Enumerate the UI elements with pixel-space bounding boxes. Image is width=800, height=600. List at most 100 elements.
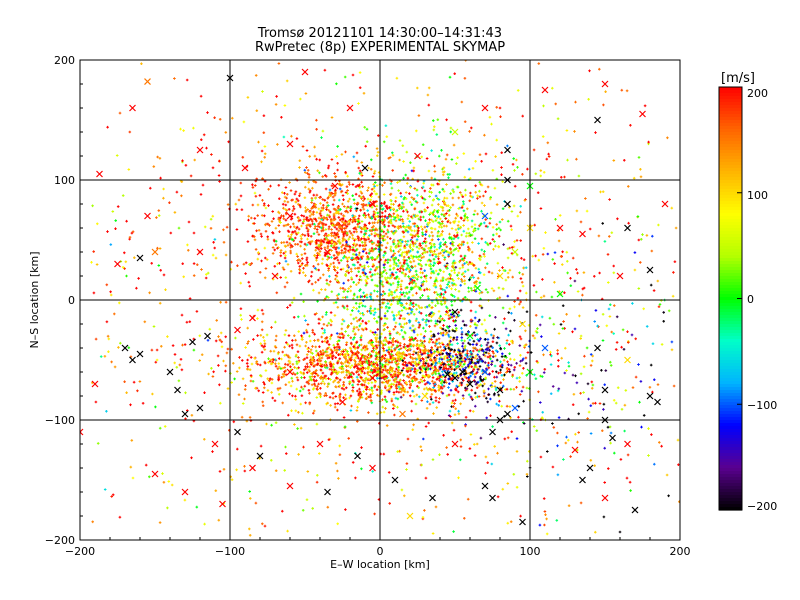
data-point bbox=[351, 246, 355, 249]
data-point bbox=[398, 203, 401, 207]
data-point bbox=[402, 209, 405, 213]
data-point bbox=[290, 376, 294, 380]
data-point bbox=[341, 239, 344, 243]
data-point bbox=[388, 330, 391, 333]
data-point bbox=[320, 229, 323, 233]
data-point bbox=[489, 357, 492, 361]
data-point bbox=[273, 399, 277, 402]
data-point bbox=[282, 217, 286, 220]
data-point bbox=[318, 158, 321, 162]
data-point bbox=[321, 380, 325, 383]
data-point bbox=[311, 186, 314, 190]
data-point bbox=[385, 424, 389, 427]
data-point bbox=[362, 92, 366, 95]
data-point bbox=[357, 102, 360, 105]
data-point bbox=[409, 269, 412, 272]
data-point bbox=[384, 232, 388, 236]
data-point bbox=[360, 301, 363, 305]
data-point bbox=[274, 362, 277, 365]
data-point bbox=[338, 242, 342, 245]
data-point bbox=[441, 288, 444, 291]
data-point bbox=[336, 162, 339, 165]
data-point bbox=[461, 394, 465, 397]
data-point bbox=[295, 197, 299, 201]
data-point bbox=[344, 256, 348, 259]
data-point bbox=[495, 375, 499, 379]
data-point bbox=[454, 228, 458, 231]
data-point bbox=[390, 276, 393, 279]
data-point bbox=[421, 241, 425, 245]
data-point bbox=[392, 391, 396, 394]
data-point bbox=[499, 381, 502, 384]
data-point bbox=[453, 271, 456, 274]
data-point bbox=[318, 345, 321, 348]
data-point bbox=[105, 320, 109, 324]
data-point bbox=[220, 345, 224, 349]
data-point bbox=[200, 353, 204, 356]
data-point bbox=[338, 183, 342, 186]
data-point bbox=[414, 303, 418, 307]
data-point bbox=[495, 232, 498, 236]
data-point bbox=[342, 256, 345, 260]
data-point bbox=[305, 226, 309, 230]
data-point bbox=[457, 409, 460, 413]
data-point bbox=[259, 232, 263, 236]
data-point bbox=[383, 215, 387, 219]
data-point bbox=[408, 257, 411, 260]
data-point bbox=[303, 196, 307, 199]
data-point bbox=[429, 267, 433, 271]
data-point bbox=[315, 349, 318, 353]
data-point bbox=[447, 326, 450, 330]
data-point bbox=[368, 221, 371, 225]
data-point bbox=[456, 224, 460, 227]
data-point bbox=[367, 320, 371, 323]
data-point bbox=[304, 185, 307, 189]
data-point bbox=[391, 282, 395, 285]
data-point bbox=[478, 189, 481, 193]
data-point bbox=[518, 344, 522, 347]
data-point bbox=[320, 335, 323, 339]
data-point bbox=[307, 173, 311, 176]
data-point bbox=[304, 319, 307, 322]
data-point bbox=[296, 378, 300, 382]
data-point bbox=[409, 246, 412, 249]
data-point bbox=[362, 390, 365, 393]
data-point bbox=[297, 219, 300, 223]
data-point bbox=[376, 307, 380, 311]
data-point bbox=[332, 254, 336, 257]
data-point bbox=[109, 243, 113, 246]
data-point bbox=[400, 302, 403, 305]
data-point bbox=[353, 249, 357, 253]
data-point bbox=[615, 341, 619, 344]
data-point bbox=[410, 303, 414, 306]
data-point bbox=[521, 306, 525, 309]
data-point bbox=[490, 271, 494, 275]
data-point bbox=[369, 312, 373, 315]
data-point bbox=[411, 353, 415, 356]
data-point bbox=[293, 334, 296, 337]
data-point bbox=[332, 218, 335, 222]
data-point bbox=[451, 196, 455, 200]
data-point bbox=[420, 225, 423, 229]
data-point bbox=[469, 191, 472, 195]
data-point bbox=[333, 231, 336, 235]
data-point bbox=[390, 230, 394, 233]
data-point bbox=[660, 444, 663, 448]
data-point bbox=[109, 293, 113, 297]
data-point bbox=[240, 208, 244, 211]
data-point bbox=[302, 331, 306, 335]
data-point bbox=[251, 234, 254, 238]
data-point bbox=[328, 188, 332, 192]
data-point bbox=[363, 273, 366, 277]
data-point bbox=[178, 363, 182, 367]
data-point bbox=[386, 276, 390, 279]
data-point bbox=[459, 191, 462, 194]
data-point bbox=[324, 313, 328, 316]
data-point bbox=[303, 248, 306, 251]
data-point bbox=[421, 231, 424, 234]
data-point bbox=[487, 352, 491, 355]
data-point bbox=[472, 230, 475, 233]
data-point bbox=[274, 338, 278, 342]
data-point bbox=[284, 362, 287, 366]
data-point bbox=[482, 273, 486, 276]
